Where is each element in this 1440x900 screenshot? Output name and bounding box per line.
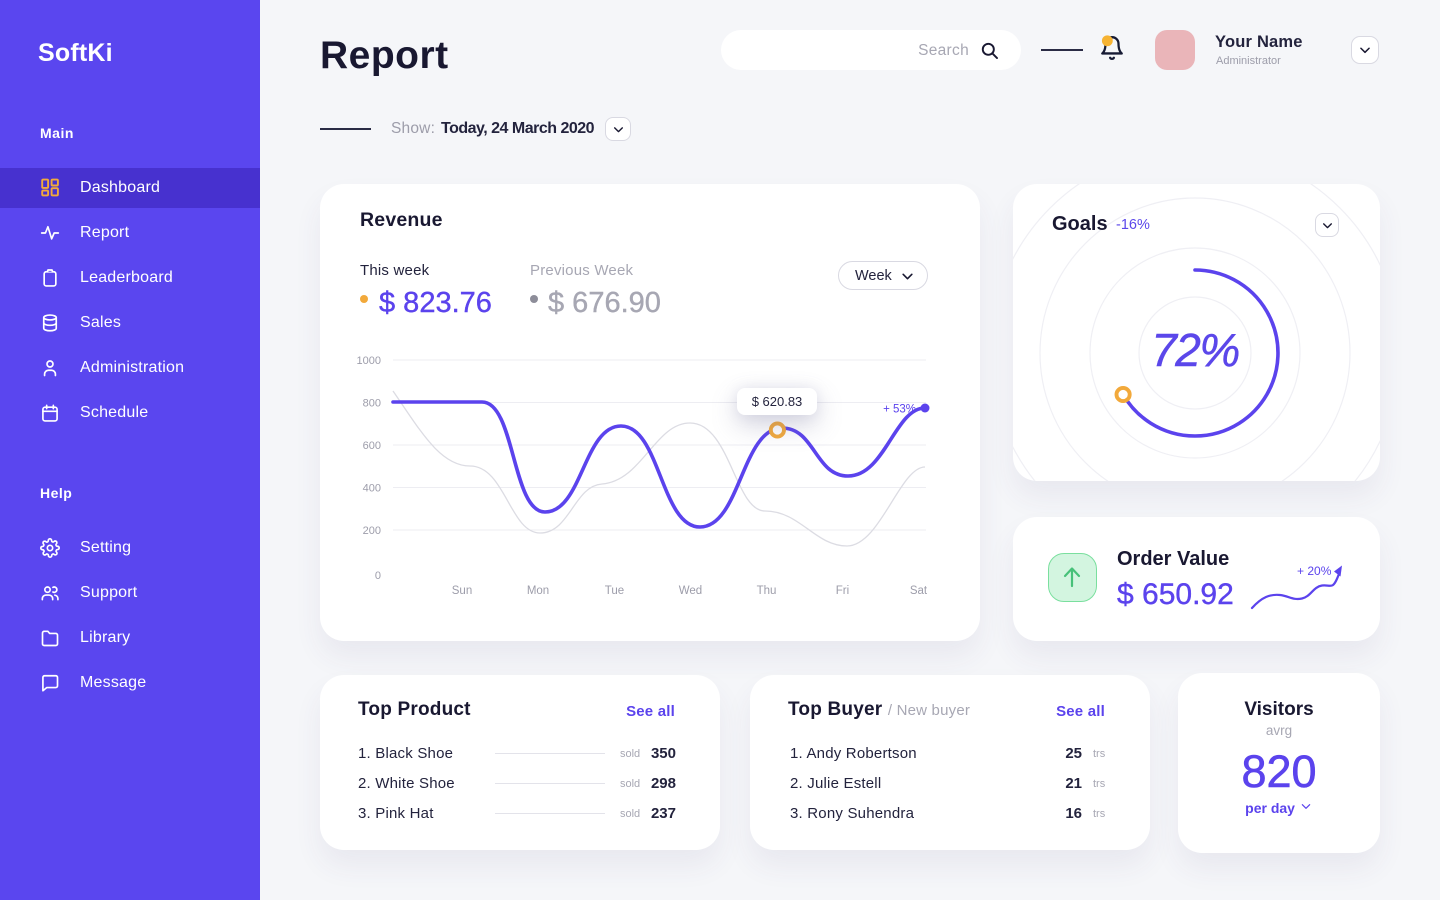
svg-text:Sun: Sun (452, 585, 472, 597)
svg-text:Tue: Tue (605, 585, 624, 597)
svg-text:800: 800 (363, 398, 381, 410)
svg-text:+ 53%: + 53% (883, 404, 916, 416)
svg-text:Mon: Mon (527, 585, 549, 597)
svg-text:Wed: Wed (679, 585, 702, 597)
svg-text:0: 0 (375, 570, 381, 582)
svg-text:600: 600 (363, 440, 381, 452)
svg-text:200: 200 (363, 525, 381, 537)
svg-text:Sat: Sat (910, 585, 928, 597)
svg-text:1000: 1000 (357, 355, 381, 367)
svg-text:Fri: Fri (836, 585, 849, 597)
svg-text:400: 400 (363, 483, 381, 495)
svg-text:Thu: Thu (757, 585, 777, 597)
